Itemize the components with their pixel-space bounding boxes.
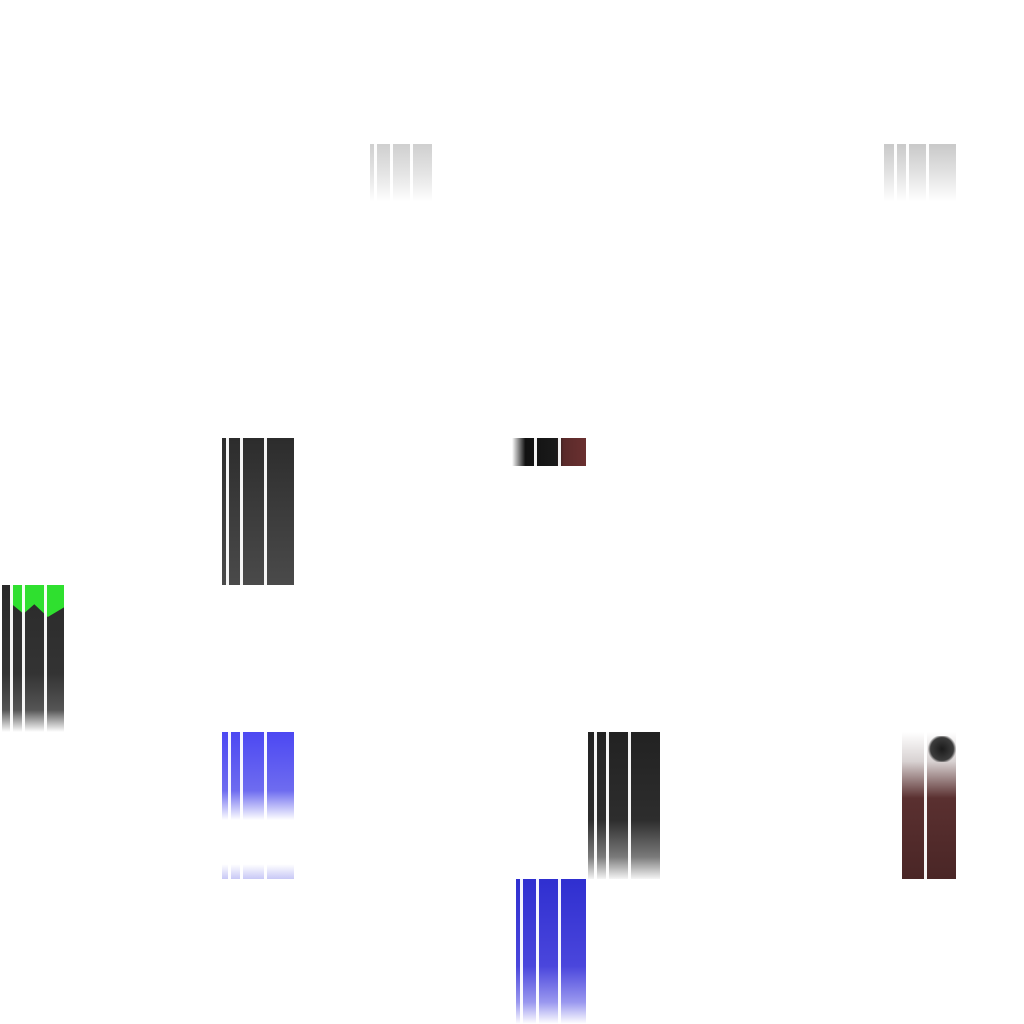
brown-fragment	[902, 732, 956, 879]
green-dark-fragment	[2, 585, 64, 732]
blue-fragment-1	[222, 732, 294, 879]
dark-gray-fragment-1	[222, 438, 294, 585]
dark-red-fragment	[512, 438, 586, 466]
light-gray-fragment-2	[884, 144, 956, 202]
dark-gray-fragment-2	[588, 732, 660, 879]
light-gray-fragment-1	[370, 144, 432, 202]
blue-fragment-2	[516, 879, 586, 1024]
